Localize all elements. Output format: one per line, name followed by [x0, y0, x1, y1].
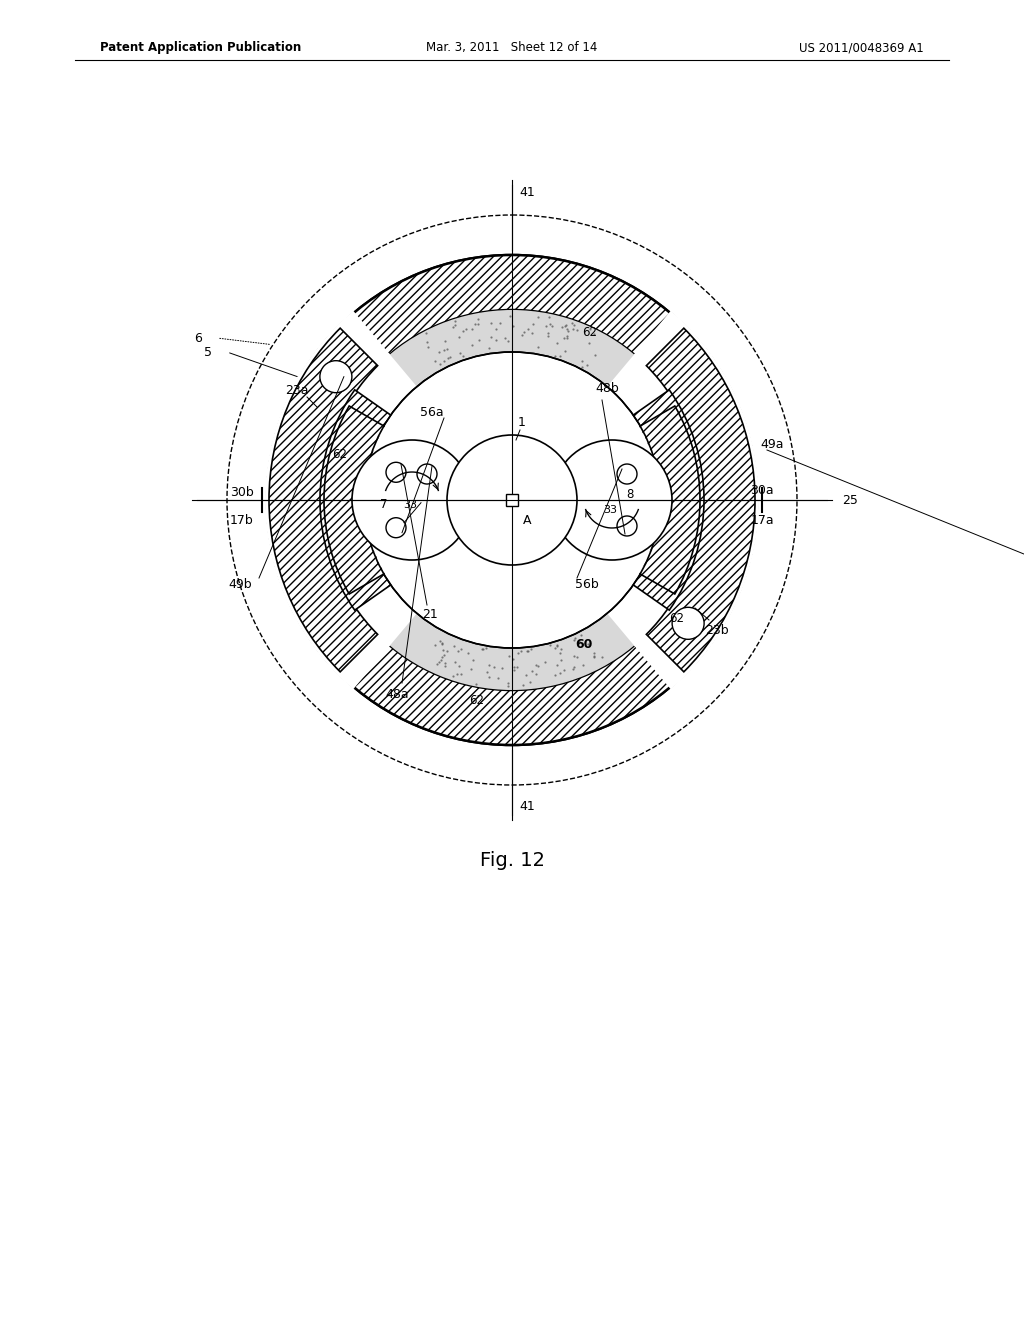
Text: Patent Application Publication: Patent Application Publication	[100, 41, 301, 54]
Wedge shape	[636, 407, 700, 594]
Text: 1: 1	[518, 416, 526, 429]
Text: 17a: 17a	[751, 513, 774, 527]
Circle shape	[617, 465, 637, 484]
Text: A: A	[522, 513, 531, 527]
Circle shape	[552, 440, 672, 560]
Wedge shape	[646, 329, 755, 672]
Wedge shape	[269, 329, 378, 672]
Circle shape	[617, 516, 637, 536]
Wedge shape	[605, 352, 705, 647]
Circle shape	[364, 352, 660, 648]
Text: 56a: 56a	[420, 405, 443, 418]
Circle shape	[417, 465, 437, 484]
Text: 30a: 30a	[751, 483, 774, 496]
Text: 49b: 49b	[228, 578, 252, 591]
Text: 33: 33	[403, 500, 417, 510]
Text: US 2011/0048369 A1: US 2011/0048369 A1	[800, 41, 924, 54]
Text: 7: 7	[380, 499, 388, 511]
Text: 23b: 23b	[706, 623, 729, 636]
Text: 21: 21	[422, 609, 438, 622]
Text: 41: 41	[519, 186, 535, 199]
Text: 17b: 17b	[230, 513, 254, 527]
Text: 30b: 30b	[230, 486, 254, 499]
Wedge shape	[319, 352, 419, 647]
Text: 62: 62	[583, 326, 597, 338]
Text: 23a: 23a	[286, 384, 309, 396]
Text: 48b: 48b	[595, 381, 618, 395]
Circle shape	[386, 462, 406, 482]
Circle shape	[352, 440, 472, 560]
Text: 49a: 49a	[760, 438, 783, 451]
Text: 62: 62	[333, 449, 347, 462]
Wedge shape	[631, 389, 705, 610]
Text: 6: 6	[195, 331, 202, 345]
Text: Mar. 3, 2011   Sheet 12 of 14: Mar. 3, 2011 Sheet 12 of 14	[426, 41, 598, 54]
Wedge shape	[324, 407, 388, 594]
Bar	[506, 494, 518, 506]
Circle shape	[365, 352, 659, 647]
Circle shape	[672, 607, 705, 639]
Text: 41: 41	[519, 800, 535, 813]
Text: 8: 8	[627, 488, 634, 502]
Circle shape	[386, 517, 406, 537]
Text: 56b: 56b	[575, 578, 599, 591]
Text: 25: 25	[842, 494, 858, 507]
Text: 62: 62	[670, 611, 684, 624]
Circle shape	[319, 360, 352, 392]
Text: 62: 62	[469, 693, 484, 706]
Circle shape	[447, 436, 577, 565]
Text: 33: 33	[603, 506, 617, 515]
Circle shape	[267, 255, 757, 744]
Text: Fig. 12: Fig. 12	[479, 850, 545, 870]
Circle shape	[227, 215, 797, 785]
Text: 5: 5	[204, 346, 212, 359]
Text: 48a: 48a	[385, 689, 409, 701]
Wedge shape	[265, 310, 392, 689]
Wedge shape	[319, 389, 393, 610]
Wedge shape	[632, 310, 759, 689]
Text: 60: 60	[575, 639, 593, 652]
